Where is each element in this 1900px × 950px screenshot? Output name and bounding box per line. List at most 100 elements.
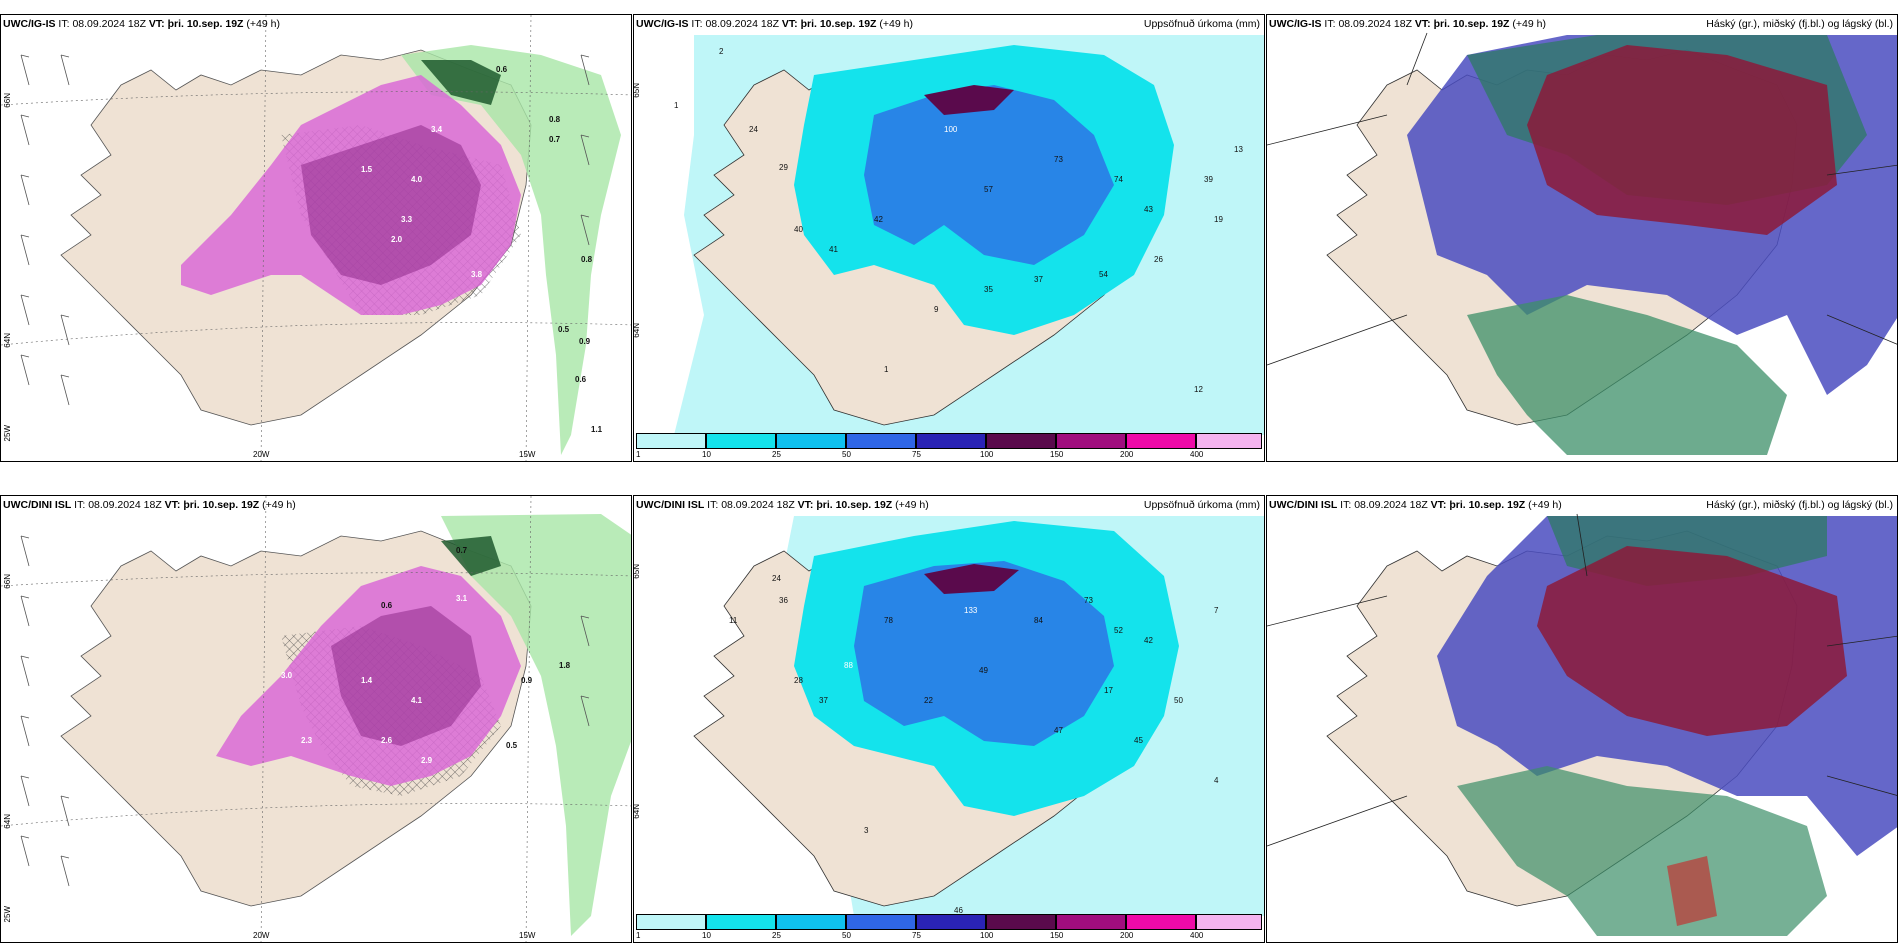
colorbar-tick: 50 (842, 931, 851, 940)
graticule (1, 15, 631, 461)
colorbar-tick: 25 (772, 931, 781, 940)
lat-label-65n: 65N (633, 564, 641, 579)
precip-value: 26 (1154, 255, 1163, 264)
snow-value: 2.0 (391, 235, 403, 244)
panel-ig-precip: UWC/IG-IS IT: 08.09.2024 18Z VT: þri. 10… (633, 14, 1265, 462)
precip-value: 73 (1054, 155, 1063, 164)
map-boundaries (1267, 513, 1897, 847)
colorbar-tick: 10 (702, 450, 711, 459)
panel-header: UWC/DINI ISL IT: 08.09.2024 18Z VT: þri.… (636, 499, 1260, 511)
precip-value: 52 (1114, 626, 1123, 635)
precip-value: 43 (1144, 205, 1153, 214)
snow-value: 0.7 (549, 135, 561, 144)
colorbar-swatch (1056, 914, 1126, 930)
snow-value: 0.6 (496, 65, 508, 74)
precip-value: 74 (1114, 175, 1123, 184)
snow-value: 1.4 (361, 676, 373, 685)
lon-label-20w: 20W (253, 450, 270, 459)
low-cloud-area (1527, 45, 1837, 235)
colorbar-swatch (986, 914, 1056, 930)
snow-value: 0.5 (506, 741, 518, 750)
snow-value: 0.9 (579, 337, 591, 346)
snow-value: 0.6 (381, 601, 393, 610)
precip-value: 2 (719, 47, 724, 56)
snow-green-area (401, 45, 621, 455)
colorbar-swatch (1056, 433, 1126, 449)
colorbar-tick: 50 (842, 450, 851, 459)
precip-value: 39 (1204, 175, 1213, 184)
map-precip-dini (634, 514, 1264, 924)
wind-barbs (20, 54, 590, 406)
precip-value: 47 (1054, 726, 1063, 735)
map-snow-ig (1, 15, 631, 461)
precip-value: 24 (772, 574, 781, 583)
map-cloud-dini (1267, 513, 1897, 942)
wind-barbs (20, 535, 590, 887)
precip-value: 42 (874, 215, 883, 224)
precip-value: 84 (1034, 616, 1043, 625)
colorbar-swatch (776, 914, 846, 930)
precip-value: 1 (674, 101, 679, 110)
snow-value: 4.1 (411, 696, 423, 705)
lon-label-15w: 15W (519, 450, 536, 459)
colorbar-tick: 150 (1050, 450, 1064, 459)
lat-label-64n: 64N (633, 804, 641, 819)
precip-value: 4 (1214, 776, 1219, 785)
lat-label-66n: 66N (3, 93, 12, 108)
precip-value: 88 (844, 661, 853, 670)
colorbar-swatch (986, 433, 1056, 449)
snow-value: 1.1 (591, 425, 603, 434)
lon-label-15w: 15W (519, 931, 536, 940)
low-cloud-area (1537, 546, 1847, 736)
lat-label-64n: 64N (3, 814, 12, 829)
panel-header: UWC/IG-IS IT: 08.09.2024 18Z VT: þri. 10… (636, 18, 1260, 30)
lon-label-25w: 25W (3, 425, 12, 442)
colorbar-swatch (1126, 914, 1196, 930)
precip-value: 19 (1214, 215, 1223, 224)
panel-header: UWC/DINI ISL IT: 08.09.2024 18Z VT: þri.… (3, 499, 296, 511)
precip-value: 12 (1194, 385, 1203, 394)
snow-value: 0.8 (549, 115, 561, 124)
colorbar-tick: 10 (702, 931, 711, 940)
precip-value: 37 (819, 696, 828, 705)
colorbar-swatch (846, 914, 916, 930)
precip-value: 17 (1104, 686, 1113, 695)
precip-value: 45 (1134, 736, 1143, 745)
precip-value: 22 (924, 696, 933, 705)
precip-value: 36 (779, 596, 788, 605)
precip-value: 3 (864, 826, 869, 835)
snow-darkgreen-area (441, 536, 501, 576)
colorbar-tick: 200 (1120, 450, 1134, 459)
colorbar-tick: 200 (1120, 931, 1134, 940)
map-snow-dini (1, 496, 631, 942)
precip-value: 11 (729, 616, 738, 625)
low-cloud-south (1667, 856, 1717, 926)
snow-value: 4.0 (411, 175, 423, 184)
snow-value: 0.5 (558, 325, 570, 334)
rain-heavy-area (864, 85, 1114, 265)
mid-cloud-south (1457, 766, 1827, 936)
precip-value: 133 (964, 606, 978, 615)
map-boundaries (1267, 32, 1897, 366)
map-cloud-ig (1267, 32, 1897, 461)
colorbar-swatch (1126, 433, 1196, 449)
colorbar-tick: 75 (912, 931, 921, 940)
precip-value: 46 (954, 906, 963, 915)
colorbar-swatch (776, 433, 846, 449)
snow-value: 0.8 (581, 255, 593, 264)
precip-value: 35 (984, 285, 993, 294)
snow-value: 2.9 (421, 756, 433, 765)
snow-value: 0.7 (456, 546, 468, 555)
colorbar-tick: 25 (772, 450, 781, 459)
precip-value: 41 (829, 245, 838, 254)
colorbar-swatch (636, 914, 706, 930)
precip-value: 73 (1084, 596, 1093, 605)
snow-value: 3.0 (281, 671, 293, 680)
precip-colorbar: 1 10 25 50 75 100 150 200 400 (636, 914, 1262, 940)
colorbar-swatch (706, 433, 776, 449)
precip-value: 29 (779, 163, 788, 172)
precip-value: 57 (984, 185, 993, 194)
colorbar-swatch (916, 433, 986, 449)
colorbar-tick: 1 (636, 931, 641, 940)
snow-value: 3.3 (401, 215, 413, 224)
